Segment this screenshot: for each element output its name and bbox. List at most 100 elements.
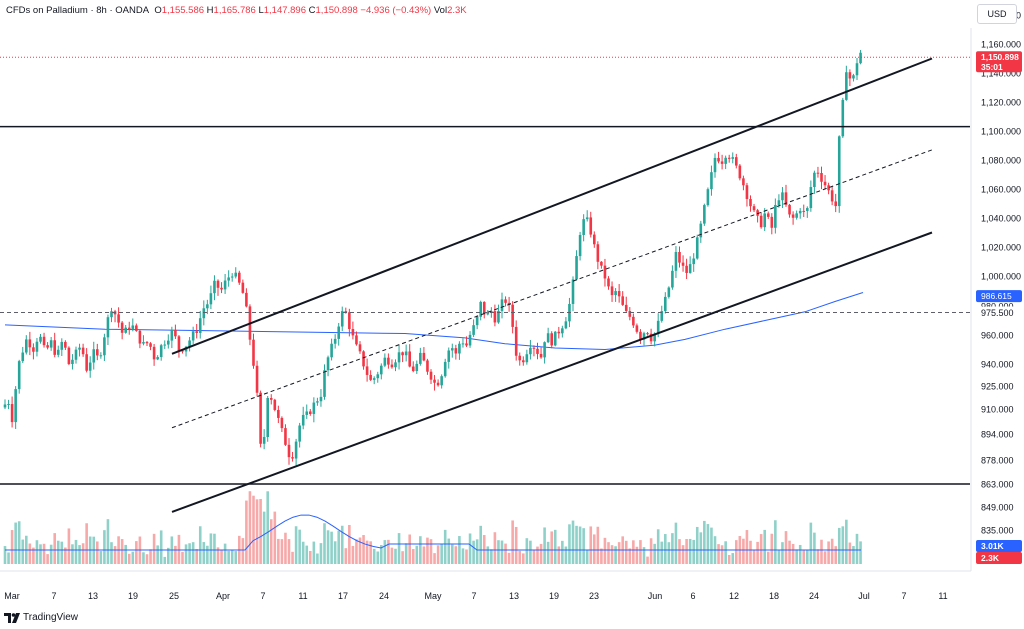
volume-bar (273, 511, 277, 564)
symbol-title: CFDs on Palladium · 8h · OANDA (6, 5, 150, 16)
x-tick-label: 7 (51, 591, 56, 601)
volume-bar (536, 546, 539, 564)
candle-body (35, 341, 39, 352)
volume-bar (113, 546, 117, 564)
candle-body (28, 339, 32, 348)
candle-body (724, 157, 727, 164)
volume-bar (262, 511, 266, 564)
volume-bar (486, 546, 490, 564)
candle-body (660, 311, 664, 321)
y-tick-label: 925.000 (981, 382, 1014, 392)
candle-body (610, 286, 614, 296)
candle-body (216, 280, 220, 288)
volume-bar (127, 553, 131, 564)
dashed-line-label: 975.500 (981, 308, 1014, 318)
candle-body (699, 223, 703, 238)
volume-bar (415, 545, 419, 564)
candle-body (411, 366, 415, 372)
volume-bar (845, 519, 848, 564)
volume-bar (632, 540, 635, 564)
candle-body (578, 234, 582, 257)
candle-body (177, 336, 181, 351)
volume-bar (674, 522, 678, 564)
low-label: L (258, 5, 264, 16)
x-tick-label: 19 (549, 591, 559, 601)
candle-body (319, 396, 323, 402)
volume-bar (348, 524, 351, 564)
volume-bar (660, 541, 664, 564)
volume-bar (301, 541, 305, 564)
candle-body (269, 398, 273, 400)
candle-body (103, 337, 106, 356)
candle-body (571, 279, 575, 304)
candle-body (21, 352, 25, 362)
volume-bar (848, 542, 852, 564)
volume-bar (145, 554, 149, 564)
volume-bar (103, 530, 106, 564)
candle-body (727, 157, 731, 159)
volume-bar (624, 540, 628, 564)
candle-body (827, 185, 830, 191)
channel-trendline (171, 57, 933, 355)
candle-body (174, 329, 177, 337)
candle-body (252, 339, 255, 366)
candle-body (110, 311, 113, 318)
volume-bar (259, 498, 262, 564)
volume-bar (585, 549, 589, 564)
y-tick-label: 1,100.000 (981, 127, 1021, 137)
volume-bar (344, 548, 348, 564)
volume-bar (791, 543, 795, 564)
volume-bar (365, 540, 369, 564)
volume-bar (735, 540, 738, 564)
candle-body (543, 342, 546, 358)
candle-body (149, 343, 152, 347)
currency-button[interactable]: USD (977, 4, 1017, 24)
volume-bar (550, 531, 553, 564)
candle-body (39, 336, 42, 342)
candle-body (798, 210, 802, 214)
candle-body (809, 187, 813, 209)
candle-body (458, 343, 461, 354)
volume-bar (110, 542, 113, 564)
candle-body (10, 404, 14, 423)
volume-bar (10, 530, 14, 564)
volume-bar (280, 539, 284, 564)
candle-body (376, 374, 380, 379)
candle-body (220, 287, 223, 290)
volume-bar (752, 549, 756, 564)
volume-bar (340, 525, 344, 564)
symbol-legend: CFDs on Palladium · 8h · OANDA O1,155.58… (6, 5, 467, 16)
volume-bar (419, 536, 422, 564)
candle-body (25, 339, 28, 353)
volume-bar (266, 491, 269, 564)
y-tick-label: 940.000 (981, 360, 1014, 370)
volume-bar (326, 530, 330, 564)
volume-bar (191, 542, 195, 564)
volume-bar (394, 548, 397, 564)
drawings-layer (0, 56, 970, 513)
volume-ma-label-bg (976, 540, 1022, 552)
candle-body (64, 341, 67, 348)
candle-body (404, 351, 408, 356)
volume-bar (323, 523, 326, 564)
tradingview-footer[interactable]: TradingView (4, 612, 78, 623)
candle-body (536, 348, 539, 354)
volume-bar (695, 526, 699, 564)
candle-body (553, 331, 557, 346)
candle-body (238, 272, 241, 283)
volume-bar (649, 538, 653, 564)
volume-ma-line (5, 514, 861, 551)
high-label: H (206, 5, 214, 16)
volume-bar (131, 551, 135, 564)
candle-body (312, 402, 316, 414)
candle-body (117, 314, 120, 323)
volume-bar (699, 532, 703, 564)
volume-bar (642, 547, 646, 564)
candle-body (17, 361, 21, 390)
candle-body (124, 327, 127, 333)
y-tick-label: 1,000.000 (981, 272, 1021, 282)
candle-body (333, 338, 337, 344)
volume-bar (46, 554, 49, 564)
volume-bar (287, 539, 291, 564)
